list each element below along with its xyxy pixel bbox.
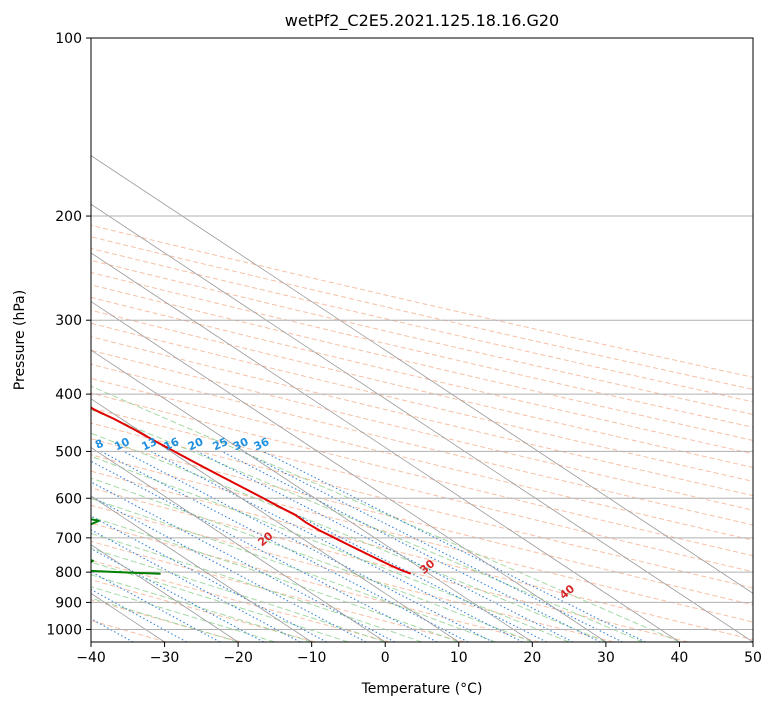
temperature-profile-line bbox=[91, 406, 412, 575]
y-tick-label: 200 bbox=[55, 209, 82, 225]
line-labels: -100-90-80-70-60-50-40-30-20-100.10.20.4… bbox=[93, 435, 577, 602]
sounding-series bbox=[91, 406, 412, 575]
plot-frame bbox=[90, 37, 754, 643]
mixing-ratio-line bbox=[91, 588, 187, 642]
moist-adiabat-line bbox=[91, 597, 239, 642]
moist-adiabat-line bbox=[91, 561, 349, 642]
mixing-ratio-line bbox=[241, 450, 623, 642]
moist-adiabat-line bbox=[91, 385, 680, 642]
mixing-ratio-line bbox=[221, 450, 601, 642]
dry-adiabat-line bbox=[91, 392, 753, 557]
mixing-ratio-line bbox=[196, 450, 574, 642]
x-tick-label: 30 bbox=[597, 650, 615, 666]
x-tick-label: −20 bbox=[223, 650, 253, 666]
isotherm-grid-line bbox=[91, 301, 607, 642]
mixing-ratio-line bbox=[91, 460, 438, 642]
dry-adiabat-line bbox=[91, 309, 753, 468]
mixing-ratio-line bbox=[91, 481, 395, 642]
y-tick-label: 1000 bbox=[46, 622, 82, 638]
dry-adiabat-line bbox=[91, 336, 753, 497]
y-axis: 100 200 300 400 500 600 700 800 900 1000 bbox=[46, 31, 91, 638]
y-tick-label: 500 bbox=[55, 444, 82, 460]
y-tick-label: 100 bbox=[55, 31, 82, 47]
moist-adiabat-line bbox=[91, 409, 643, 642]
dry-adiabat-line bbox=[91, 236, 753, 390]
x-axis: −40 −30 −20 −10 0 10 20 30 40 50 bbox=[76, 642, 762, 666]
mixing-ratio-line bbox=[91, 571, 221, 642]
y-tick-label: 400 bbox=[55, 387, 82, 403]
plot-area: -100-90-80-70-60-50-40-30-20-100.10.20.4… bbox=[90, 37, 754, 643]
mixing-ratio-label: 30 bbox=[231, 435, 251, 453]
x-axis-label: Temperature (°C) bbox=[361, 681, 483, 697]
x-tick-label: 40 bbox=[671, 650, 689, 666]
dry-adiabat-line bbox=[91, 284, 753, 441]
dry-adiabat-line bbox=[91, 247, 753, 403]
isotherm-grid-line bbox=[91, 155, 753, 594]
isotherm-grid-line bbox=[91, 446, 386, 642]
y-tick-label: 700 bbox=[55, 531, 82, 547]
mixing-ratio-line bbox=[91, 548, 264, 642]
dry-adiabat-line bbox=[91, 407, 753, 573]
x-tick-label: 10 bbox=[450, 650, 468, 666]
y-tick-label: 600 bbox=[55, 491, 82, 507]
isotherm-grid-line bbox=[91, 349, 533, 642]
moist-adiabat-line bbox=[91, 477, 533, 642]
mixing-ratio-line bbox=[100, 450, 469, 642]
dry-adiabat-line bbox=[91, 271, 753, 428]
x-tick-label: 50 bbox=[744, 650, 762, 666]
isotherm-grid-line bbox=[91, 203, 753, 642]
chart-title: wetPf2_C2E5.2021.125.18.16.G20 bbox=[285, 11, 559, 31]
y-axis-label: Pressure (hPa) bbox=[12, 290, 28, 390]
mixing-ratio-label: 10 bbox=[112, 435, 132, 453]
mixing-ratio-label: 36 bbox=[252, 435, 272, 453]
mixing-ratio-label: 25 bbox=[211, 435, 230, 453]
moist-adiabat-line bbox=[91, 432, 607, 642]
y-tick-label: 900 bbox=[55, 595, 82, 611]
mixing-ratio-label: 20 bbox=[186, 435, 206, 453]
moist-adiabat-line bbox=[91, 497, 496, 642]
y-tick-label: 800 bbox=[55, 565, 82, 581]
grid-lines bbox=[91, 38, 753, 642]
isotherm-grid-line bbox=[91, 398, 459, 642]
x-tick-label: 0 bbox=[381, 650, 390, 666]
mixing-ratio-line bbox=[262, 450, 646, 642]
x-tick-label: 20 bbox=[523, 650, 541, 666]
mixing-ratio-label: 16 bbox=[162, 435, 182, 453]
y-tick-label: 300 bbox=[55, 313, 82, 329]
moist-adiabat-line bbox=[91, 586, 276, 642]
x-tick-label: −30 bbox=[150, 650, 180, 666]
moist-adiabat-line bbox=[91, 547, 386, 642]
mixing-ratio-line bbox=[91, 529, 301, 642]
mixing-ratio-label: 13 bbox=[140, 435, 159, 453]
moist-adiabat-line bbox=[91, 532, 423, 642]
x-tick-label: −40 bbox=[76, 650, 106, 666]
isotherm-grid-line bbox=[91, 495, 312, 642]
x-tick-label: −10 bbox=[297, 650, 327, 666]
isotherm-grid-line bbox=[91, 252, 680, 642]
